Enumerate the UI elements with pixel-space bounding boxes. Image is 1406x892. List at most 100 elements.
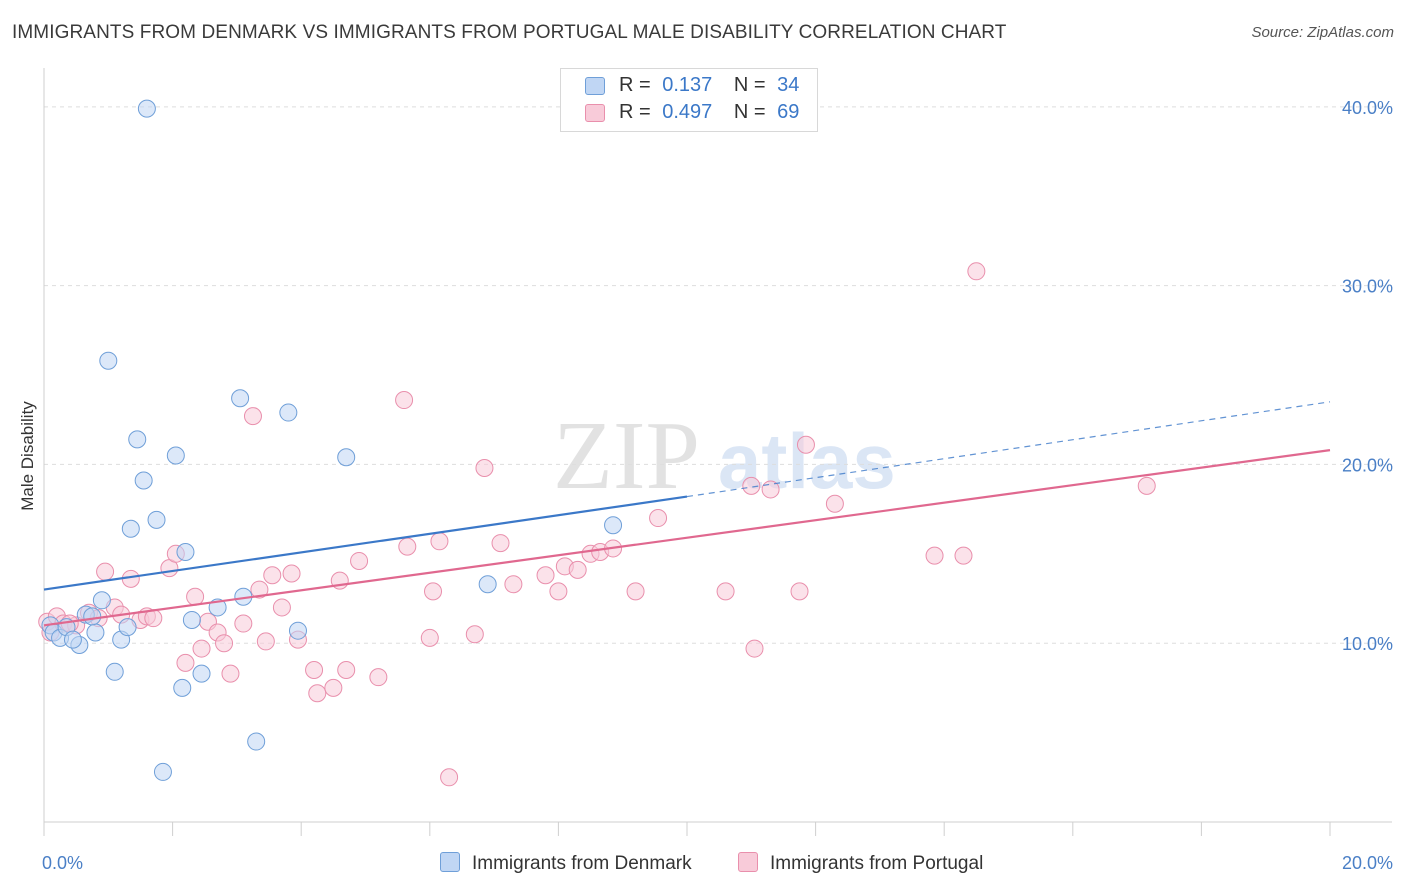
tick-labels: 10.0% 20.0% 30.0% 40.0% 0.0% 20.0% [42, 98, 1393, 873]
denmark-trend-line [43, 495, 688, 591]
denmark-point-7 [92, 591, 111, 610]
denmark-point-17 [153, 762, 172, 781]
denmark-point-6 [86, 623, 105, 642]
denmark-point-22 [192, 664, 211, 683]
portugal-point-27 [263, 566, 282, 585]
series-portugal-points [38, 262, 1156, 787]
stats-legend: R = 0.137 N = 34 R = 0.497 N = 69 [560, 68, 818, 132]
portugal-point-17 [186, 587, 205, 606]
portugal-point-39 [398, 537, 417, 556]
denmark-point-33 [83, 607, 102, 626]
denmark-point-16 [147, 510, 166, 529]
denmark-point-11 [118, 618, 137, 637]
portugal-point-64 [925, 546, 944, 565]
portugal-point-43 [440, 768, 459, 787]
portugal-point-7 [96, 562, 115, 581]
denmark-r-label: R = [619, 74, 651, 96]
portugal-point-38 [395, 391, 414, 410]
portugal-point-42 [430, 532, 449, 551]
denmark-n-label: N = [733, 74, 766, 96]
portugal-point-47 [504, 575, 523, 594]
denmark-trend-extension [686, 401, 1331, 498]
denmark-n-value: 34 [777, 74, 800, 96]
denmark-point-8 [99, 351, 118, 370]
portugal-point-26 [256, 632, 275, 651]
y-tick-label-1: 20.0% [1342, 455, 1393, 475]
x-tick-label-1: 20.0% [1342, 853, 1393, 873]
portugal-point-51 [568, 560, 587, 579]
denmark-point-9 [105, 662, 124, 681]
denmark-point-32 [63, 630, 82, 649]
denmark-point-13 [128, 430, 147, 449]
legend-item-portugal[interactable]: Immigrants from Portugal [738, 852, 983, 875]
denmark-point-31 [604, 516, 623, 535]
portugal-point-21 [215, 634, 234, 653]
denmark-r-value: 0.137 [662, 74, 713, 96]
watermark-zip: ZIP [553, 402, 700, 510]
watermark: ZIP atlas [553, 402, 896, 510]
y-tick-label-0: 10.0% [1342, 634, 1393, 654]
denmark-point-14 [134, 471, 153, 490]
source-label: Source: ZipAtlas.com [1251, 24, 1394, 41]
portugal-point-41 [420, 628, 439, 647]
denmark-swatch [585, 77, 605, 95]
portugal-point-66 [967, 262, 986, 281]
portugal-trend-line [43, 449, 1331, 627]
legend-swatch-portugal [738, 852, 758, 872]
denmark-point-24 [231, 389, 250, 408]
portugal-point-33 [324, 678, 343, 697]
portugal-point-49 [549, 582, 568, 601]
portugal-swatch [585, 104, 605, 122]
y-tick-label-3: 40.0% [1342, 98, 1393, 118]
portugal-point-28 [272, 598, 291, 617]
denmark-point-27 [279, 403, 298, 422]
grid-lines [44, 106, 1392, 644]
y-tick-label-2: 30.0% [1342, 277, 1393, 297]
axes [43, 68, 1392, 836]
legend-label-portugal: Immigrants from Portugal [770, 853, 984, 874]
denmark-point-18 [166, 446, 185, 465]
portugal-point-61 [790, 582, 809, 601]
portugal-point-57 [716, 582, 735, 601]
portugal-point-45 [475, 458, 494, 477]
portugal-point-37 [369, 668, 388, 687]
portugal-n-label: N = [733, 101, 766, 123]
denmark-point-26 [247, 732, 266, 751]
denmark-point-21 [182, 610, 201, 629]
portugal-point-59 [745, 639, 764, 658]
legend-swatch-denmark [440, 852, 460, 872]
denmark-point-12 [121, 519, 140, 538]
portugal-point-16 [176, 653, 195, 672]
portugal-point-18 [192, 639, 211, 658]
portugal-point-23 [234, 614, 253, 633]
portugal-point-32 [308, 684, 327, 703]
legend-item-denmark[interactable]: Immigrants from Denmark [440, 852, 692, 875]
portugal-point-65 [954, 546, 973, 565]
portugal-point-35 [337, 661, 356, 680]
chart-title: IMMIGRANTS FROM DENMARK VS IMMIGRANTS FR… [12, 22, 1007, 43]
portugal-point-67 [1137, 476, 1156, 495]
portugal-point-62 [796, 435, 815, 454]
portugal-point-58 [742, 476, 761, 495]
denmark-point-15 [137, 99, 156, 118]
series-denmark-points [41, 99, 623, 781]
trend-lines [43, 401, 1331, 627]
portugal-r-label: R = [619, 101, 651, 123]
denmark-point-29 [337, 448, 356, 467]
portugal-point-44 [465, 625, 484, 644]
portugal-point-40 [424, 582, 443, 601]
portugal-point-55 [626, 582, 645, 601]
portugal-point-31 [305, 661, 324, 680]
portugal-point-22 [221, 664, 240, 683]
portugal-point-29 [282, 564, 301, 583]
denmark-point-20 [176, 543, 195, 562]
portugal-point-36 [350, 551, 369, 570]
denmark-point-30 [478, 575, 497, 594]
denmark-point-19 [173, 678, 192, 697]
portugal-point-24 [243, 407, 262, 426]
portugal-n-value: 69 [777, 101, 800, 123]
denmark-point-28 [288, 621, 307, 640]
legend-label-denmark: Immigrants from Denmark [472, 853, 692, 874]
portugal-r-value: 0.497 [662, 101, 713, 123]
